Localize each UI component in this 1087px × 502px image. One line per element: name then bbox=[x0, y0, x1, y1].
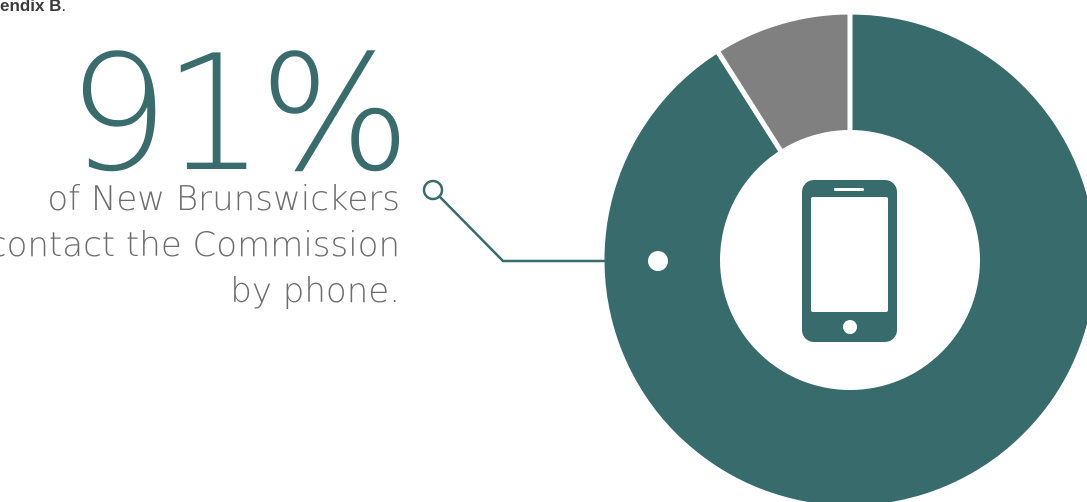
stat-description-line-1: of New Brunswickers bbox=[47, 179, 400, 219]
appendix-reference-fragment: endix B. bbox=[0, 0, 66, 16]
smartphone-icon bbox=[802, 180, 897, 342]
appendix-label: endix B bbox=[0, 0, 62, 15]
leader-start-marker bbox=[422, 179, 444, 201]
leader-end-marker bbox=[648, 251, 668, 271]
appendix-punctuation: . bbox=[61, 0, 67, 15]
stat-description: of New Brunswickers contact the Commissi… bbox=[0, 176, 400, 314]
stat-description-line-3: by phone. bbox=[230, 271, 400, 311]
stat-description-line-2: contact the Commission bbox=[0, 225, 400, 265]
leader-line bbox=[422, 179, 668, 271]
stat-percentage: 91% bbox=[67, 20, 411, 207]
